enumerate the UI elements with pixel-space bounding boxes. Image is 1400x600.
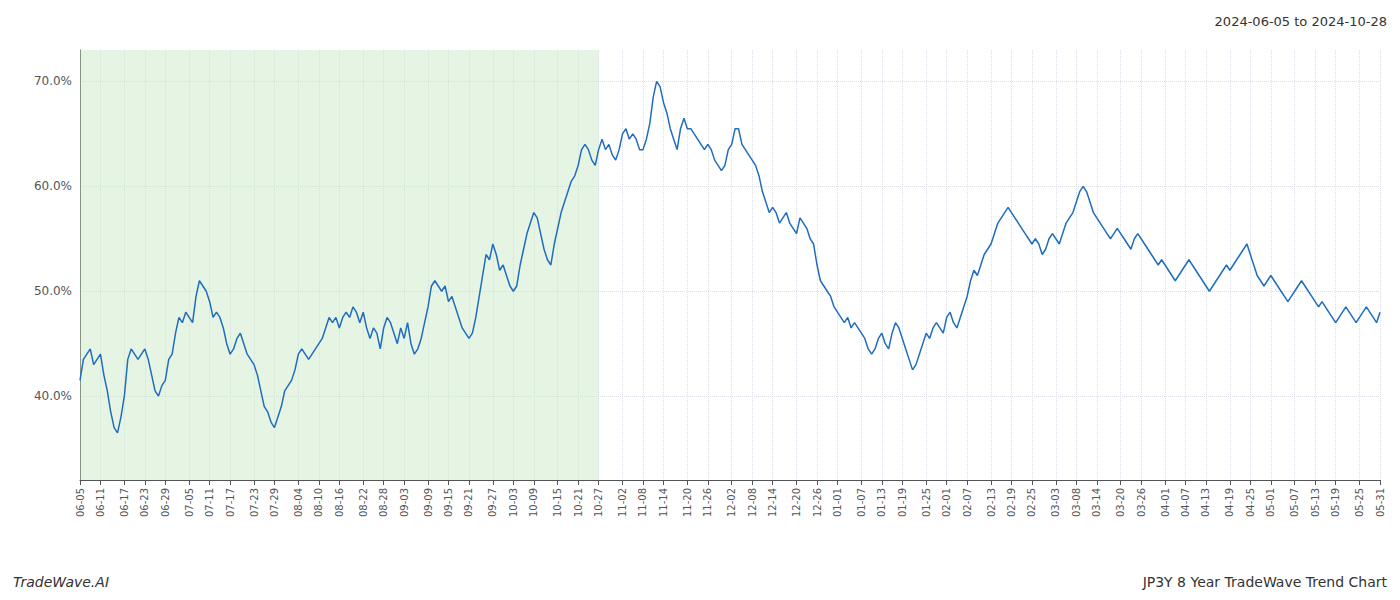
svg-text:04-13: 04-13: [1200, 488, 1211, 517]
svg-text:12-14: 12-14: [767, 488, 778, 517]
svg-text:02-25: 02-25: [1026, 488, 1037, 517]
svg-text:04-25: 04-25: [1245, 488, 1256, 517]
svg-text:05-31: 05-31: [1375, 488, 1386, 517]
svg-text:02-01: 02-01: [941, 488, 952, 517]
svg-text:03-26: 03-26: [1136, 488, 1147, 517]
svg-text:04-07: 04-07: [1180, 488, 1191, 517]
svg-text:03-03: 03-03: [1050, 488, 1061, 517]
svg-text:02-13: 02-13: [986, 488, 997, 517]
svg-text:04-01: 04-01: [1160, 488, 1171, 517]
svg-text:08-28: 08-28: [378, 488, 389, 517]
svg-text:04-19: 04-19: [1224, 488, 1235, 517]
svg-text:07-11: 07-11: [204, 488, 215, 517]
svg-text:03-14: 03-14: [1091, 488, 1102, 517]
svg-text:11-20: 11-20: [682, 488, 693, 517]
svg-text:08-04: 08-04: [293, 488, 304, 517]
svg-text:05-13: 05-13: [1310, 488, 1321, 517]
svg-text:12-08: 12-08: [747, 488, 758, 517]
svg-text:09-09: 09-09: [423, 488, 434, 517]
svg-text:50.0%: 50.0%: [34, 284, 72, 298]
svg-text:09-21: 09-21: [463, 488, 474, 517]
svg-text:01-07: 01-07: [856, 488, 867, 517]
svg-text:2024-06-05 to 2024-10-28: 2024-06-05 to 2024-10-28: [1215, 14, 1387, 29]
svg-text:70.0%: 70.0%: [34, 74, 72, 88]
svg-text:06-05: 06-05: [75, 488, 86, 517]
svg-text:06-17: 06-17: [119, 488, 130, 517]
svg-text:01-19: 01-19: [897, 488, 908, 517]
svg-text:10-15: 10-15: [552, 488, 563, 517]
svg-text:02-07: 02-07: [962, 488, 973, 517]
svg-text:60.0%: 60.0%: [34, 179, 72, 193]
svg-text:09-27: 09-27: [487, 488, 498, 517]
svg-text:10-27: 10-27: [593, 488, 604, 517]
svg-text:10-03: 10-03: [508, 488, 519, 517]
svg-text:03-08: 03-08: [1071, 488, 1082, 517]
svg-text:06-11: 06-11: [95, 488, 106, 517]
svg-text:01-25: 01-25: [921, 488, 932, 517]
svg-text:12-26: 12-26: [812, 488, 823, 517]
svg-text:09-15: 09-15: [443, 488, 454, 517]
svg-text:TradeWave.AI: TradeWave.AI: [13, 574, 109, 590]
svg-text:06-23: 06-23: [139, 488, 150, 517]
svg-text:10-09: 10-09: [528, 488, 539, 517]
svg-text:03-20: 03-20: [1115, 488, 1126, 517]
svg-text:07-29: 07-29: [269, 488, 280, 517]
svg-text:10-21: 10-21: [573, 488, 584, 517]
svg-text:11-08: 11-08: [637, 488, 648, 517]
svg-text:12-02: 12-02: [726, 488, 737, 517]
svg-text:07-05: 07-05: [184, 488, 195, 517]
svg-text:08-10: 08-10: [313, 488, 324, 517]
svg-text:08-16: 08-16: [334, 488, 345, 517]
svg-text:05-25: 05-25: [1354, 488, 1365, 517]
svg-text:07-23: 07-23: [249, 488, 260, 517]
svg-text:12-20: 12-20: [791, 488, 802, 517]
svg-text:JP3Y 8 Year TradeWave Trend Ch: JP3Y 8 Year TradeWave Trend Chart: [1142, 574, 1388, 590]
svg-text:05-19: 05-19: [1330, 488, 1341, 517]
svg-text:11-14: 11-14: [658, 488, 669, 517]
svg-text:02-19: 02-19: [1006, 488, 1017, 517]
svg-text:08-22: 08-22: [358, 488, 369, 517]
svg-text:11-02: 11-02: [617, 488, 628, 517]
svg-text:05-07: 05-07: [1289, 488, 1300, 517]
svg-text:05-01: 05-01: [1265, 488, 1276, 517]
svg-text:11-26: 11-26: [702, 488, 713, 517]
svg-text:09-03: 09-03: [399, 488, 410, 517]
svg-text:01-13: 01-13: [876, 488, 887, 517]
svg-text:40.0%: 40.0%: [34, 389, 72, 403]
svg-text:06-29: 06-29: [160, 488, 171, 517]
svg-text:01-01: 01-01: [832, 488, 843, 517]
svg-text:07-17: 07-17: [225, 488, 236, 517]
